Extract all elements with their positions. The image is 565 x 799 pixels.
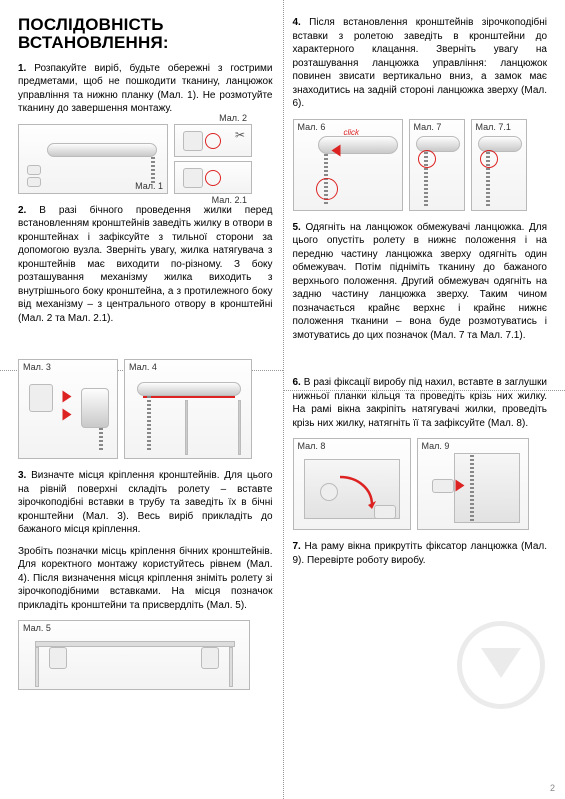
step-4-text: Після встановлення кронштейнів зірочкопо… bbox=[293, 17, 548, 109]
fig-2-1: Мал. 2.1 bbox=[174, 161, 252, 194]
fig5-frame-l bbox=[35, 647, 39, 687]
fig1-chain bbox=[151, 157, 155, 185]
fig71-circle bbox=[480, 150, 498, 168]
fig-1: Мал. 1 bbox=[18, 124, 168, 194]
fig-2-group: Мал. 2 ✂ Мал. 2.1 bbox=[174, 124, 252, 194]
fig1-part-a bbox=[27, 165, 41, 175]
fig2-circle bbox=[205, 133, 221, 149]
step-5-num: 5. bbox=[293, 222, 301, 233]
fig5-bracket-r bbox=[201, 647, 219, 669]
step-3b-text: Зробіть позначки місць кріплення бічних … bbox=[18, 546, 273, 611]
fig5-frame-r bbox=[229, 647, 233, 687]
fig-2-1-label: Мал. 2.1 bbox=[212, 195, 247, 205]
fig-4: Мал. 4 bbox=[124, 359, 252, 459]
fig-5-label: Мал. 5 bbox=[23, 623, 51, 633]
fig8-tensioner bbox=[374, 505, 396, 519]
step-4-num: 4. bbox=[293, 17, 301, 28]
step-3b: Зробіть позначки місць кріплення бічних … bbox=[18, 545, 273, 613]
fig-row-3: Мал. 6 click Мал. 7 Мал. 7.1 bbox=[293, 119, 548, 211]
fig6-circle bbox=[316, 178, 338, 200]
fig-3: Мал. 3 bbox=[18, 359, 118, 459]
fig-row-4: Мал. 8 Мал. 9 bbox=[293, 438, 548, 530]
fig7-tube bbox=[416, 136, 460, 152]
fig-2: Мал. 2 ✂ bbox=[174, 124, 252, 157]
fig-7-1-label: Мал. 7.1 bbox=[476, 122, 511, 132]
step-2-text: В разі бічного проведення жилки перед вс… bbox=[18, 205, 273, 324]
fig7-circle bbox=[418, 150, 436, 168]
step-5: 5. Одягніть на ланцюжок обмежувачі ланцю… bbox=[293, 221, 548, 343]
fig5-bracket-l bbox=[49, 647, 67, 669]
step-6-num: 6. bbox=[293, 377, 301, 388]
left-column: ПОСЛІДОВНІСТЬ ВСТАНОВЛЕННЯ: 1. Розпакуйт… bbox=[0, 0, 283, 799]
page-root: ПОСЛІДОВНІСТЬ ВСТАНОВЛЕННЯ: 1. Розпакуйт… bbox=[0, 0, 565, 799]
page-number: 2 bbox=[550, 783, 555, 793]
step-5-text: Одягніть на ланцюжок обмежувачі ланцюжка… bbox=[293, 222, 548, 341]
fig9-fixer bbox=[432, 479, 454, 493]
step-7: 7. На раму вікна прикрутіть фіксатор лан… bbox=[293, 540, 548, 567]
fig-9-label: Мал. 9 bbox=[422, 441, 450, 451]
fig-6: Мал. 6 click bbox=[293, 119, 403, 211]
fig71-tube bbox=[478, 136, 522, 152]
fig4-frame-v bbox=[185, 400, 188, 455]
fig-8-label: Мал. 8 bbox=[298, 441, 326, 451]
fig3-arrow-1 bbox=[63, 391, 72, 403]
fig2-bracket bbox=[183, 131, 203, 151]
step-7-text: На раму вікна прикрутіть фіксатор ланцюж… bbox=[293, 541, 548, 566]
fig8-red-curve bbox=[338, 475, 378, 509]
step-7-num: 7. bbox=[293, 541, 301, 552]
fig3-tube bbox=[81, 388, 109, 428]
fig3-chain bbox=[99, 428, 103, 452]
step-2-num: 2. bbox=[18, 205, 26, 216]
fig4-chain bbox=[147, 396, 151, 452]
click-label: click bbox=[344, 128, 360, 137]
fig3-arrow-2 bbox=[63, 409, 72, 421]
fig9-arrow bbox=[455, 480, 464, 492]
watermark-icon bbox=[457, 621, 545, 709]
fig1-part-b bbox=[27, 177, 41, 187]
step-2: 2. В разі бічного проведення жилки перед… bbox=[18, 204, 273, 326]
fig-9: Мал. 9 bbox=[417, 438, 529, 530]
fig6-arrow bbox=[331, 144, 340, 156]
step-3a: 3. Визначте місця кріплення кронштейнів.… bbox=[18, 469, 273, 537]
step-1-text: Розпакуйте виріб, будьте обережні з гост… bbox=[18, 63, 273, 115]
fig-7-1: Мал. 7.1 bbox=[471, 119, 527, 211]
fig1-tube bbox=[47, 143, 157, 157]
step-3a-text: Визначте місця кріплення кронштейнів. Дл… bbox=[18, 470, 273, 535]
fig6-tube bbox=[318, 136, 398, 154]
step-6-text: В разі фіксації виробу під нахил, вставт… bbox=[293, 377, 548, 429]
fig-7-label: Мал. 7 bbox=[414, 122, 442, 132]
step-6: 6. В разі фіксації виробу під нахил, вст… bbox=[293, 376, 548, 430]
fig-6-label: Мал. 6 bbox=[298, 122, 326, 132]
step-3-num: 3. bbox=[18, 470, 26, 481]
fig-7: Мал. 7 bbox=[409, 119, 465, 211]
fig-5: Мал. 5 bbox=[18, 620, 250, 690]
fig-4-label: Мал. 4 bbox=[129, 362, 157, 372]
page-title: ПОСЛІДОВНІСТЬ ВСТАНОВЛЕННЯ: bbox=[18, 16, 273, 52]
fig-row-1: Мал. 1 Мал. 2 ✂ Мал. 2.1 bbox=[18, 124, 273, 194]
fig-row-2: Мал. 3 Мал. 4 bbox=[18, 359, 273, 459]
fig3-bracket bbox=[29, 384, 53, 412]
fig4-frame-v2 bbox=[238, 400, 241, 455]
fig4-level-line bbox=[143, 396, 235, 398]
fig8-ring bbox=[320, 483, 338, 501]
fig9-chain bbox=[470, 455, 474, 523]
fig-1-label: Мал. 1 bbox=[135, 181, 163, 191]
fig-3-label: Мал. 3 bbox=[23, 362, 51, 372]
fig21-bracket bbox=[183, 168, 203, 188]
fig-8: Мал. 8 bbox=[293, 438, 411, 530]
fig-2-label: Мал. 2 bbox=[219, 113, 247, 123]
fig4-tube bbox=[137, 382, 241, 396]
fig21-circle bbox=[205, 170, 221, 186]
step-1-num: 1. bbox=[18, 63, 26, 74]
step-1: 1. Розпакуйте виріб, будьте обережні з г… bbox=[18, 62, 273, 116]
step-4: 4. Після встановлення кронштейнів зірочк… bbox=[293, 16, 548, 111]
